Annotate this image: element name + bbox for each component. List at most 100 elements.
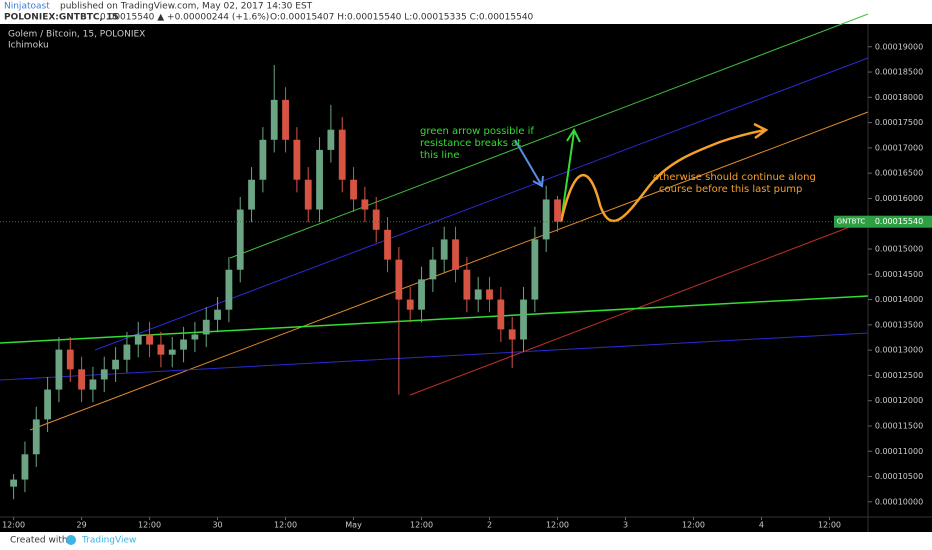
annotation: course before this last pump [659, 184, 802, 195]
candle-body [327, 129, 335, 150]
y-tick-label: 0.00014500 [875, 270, 923, 279]
indicator: Ichimoku [8, 41, 49, 51]
y-tick-label: 0.00019000 [875, 42, 923, 51]
trend-line [229, 13, 869, 259]
arrow [559, 128, 766, 223]
candle-body [429, 259, 437, 280]
candle-body [248, 179, 255, 210]
candle-body [168, 349, 176, 355]
candle-body [66, 349, 74, 370]
candle-body [180, 339, 187, 350]
y-tick-label: 0.00010000 [875, 497, 923, 506]
x-tick-label: 29 [76, 521, 86, 530]
candle-body [406, 299, 414, 310]
candle-body [89, 379, 97, 390]
candle-body [338, 129, 346, 180]
candle-body [463, 269, 471, 300]
candle-body [497, 299, 505, 330]
arrow [514, 139, 543, 187]
candle-body [361, 199, 369, 210]
y-tick-label: 0.00015000 [875, 245, 923, 254]
author[interactable]: Ninjatoast [4, 2, 50, 12]
candle-body [191, 334, 199, 340]
published: published on TradingView.com, May 02, 20… [60, 2, 313, 12]
annotation: green arrow possible if [420, 126, 534, 137]
candle-body [350, 179, 357, 200]
ticker-tag [834, 215, 868, 228]
y-tick-label: 0.00018500 [875, 68, 923, 77]
candle-body [554, 199, 561, 222]
candle-body [486, 289, 493, 300]
y-tick-label: 0.00014000 [875, 295, 923, 304]
candle-body [372, 209, 380, 230]
annotation: otherwise should continue along [653, 172, 816, 183]
arrow-head [753, 122, 769, 140]
candle-body [225, 269, 233, 310]
candle-body [384, 229, 391, 260]
arrow-head [566, 127, 581, 143]
trend-line [94, 57, 869, 351]
x-tick-label: 3 [623, 521, 628, 530]
x-tick-label: 12:00 [410, 521, 433, 530]
x-tick-label: 12:00 [2, 521, 25, 530]
arrow-head [532, 175, 544, 188]
y-tick-label: 0.00012000 [875, 396, 923, 405]
footer-created: Created with [10, 536, 68, 546]
candle-body [21, 454, 29, 480]
candle-body [10, 479, 17, 487]
candle-body [282, 99, 289, 140]
x-tick-label: 30 [212, 521, 222, 530]
trend-line [29, 111, 869, 431]
x-tick-label: 12:00 [546, 521, 569, 530]
trend-line [409, 219, 869, 396]
y-tick-label: 0.00010500 [875, 472, 923, 481]
y-tick-label: 0.00016000 [875, 194, 923, 203]
annotation: this line [420, 150, 459, 161]
candle-body [100, 369, 108, 380]
candle-body [146, 334, 153, 345]
candle-body [293, 139, 301, 180]
trend-line [0, 332, 869, 381]
candle-body [214, 309, 221, 320]
candle-body [418, 279, 425, 310]
candle-body [236, 209, 244, 270]
x-tick-label: 4 [759, 521, 764, 530]
candle-body [531, 239, 539, 300]
candle-body [44, 389, 51, 420]
x-tick-label: 12:00 [818, 521, 841, 530]
y-tick-label: 0.00018000 [875, 93, 923, 102]
candle-body [316, 149, 323, 210]
candle-body [270, 99, 278, 140]
footer-brand[interactable]: TradingView [81, 536, 136, 546]
y-tick-label: 0.00013000 [875, 346, 923, 355]
y-tick-label: 0.00011000 [875, 447, 923, 456]
candle-body [32, 419, 40, 455]
annotation: resistance breaks at [420, 138, 521, 149]
candle-body [157, 344, 165, 355]
chart-title: Golem / Bitcoin, 15, POLONIEX [8, 30, 145, 40]
x-tick-label: 12:00 [682, 521, 705, 530]
brand-icon [66, 535, 76, 545]
candle-body [440, 239, 448, 260]
candle-body [112, 359, 119, 370]
price-tag-label: 0.00015540 [875, 217, 923, 226]
candle-body [395, 259, 403, 300]
candle-body [508, 329, 516, 340]
candle-body [542, 199, 550, 240]
candle-body [259, 139, 267, 180]
y-tick-label: 0.00013500 [875, 320, 923, 329]
candle-body [123, 344, 131, 360]
candle-body [55, 349, 63, 390]
arrow [560, 131, 575, 223]
candle-body [78, 369, 85, 390]
quote: 0.00015540 ▲ +0.00000244 (+1.6%) [100, 13, 269, 23]
x-tick-label: May [345, 521, 362, 530]
x-tick-label: 12:00 [274, 521, 297, 530]
x-tick-label: 2 [487, 521, 492, 530]
y-tick-label: 0.00017000 [875, 143, 923, 152]
candle-body [304, 179, 312, 210]
ohlc: O:0.00015407 H:0.00015540 L:0.00015335 C… [270, 13, 534, 23]
candle-body [134, 334, 142, 345]
ticker-tag-label: GNTBTC [837, 218, 866, 226]
